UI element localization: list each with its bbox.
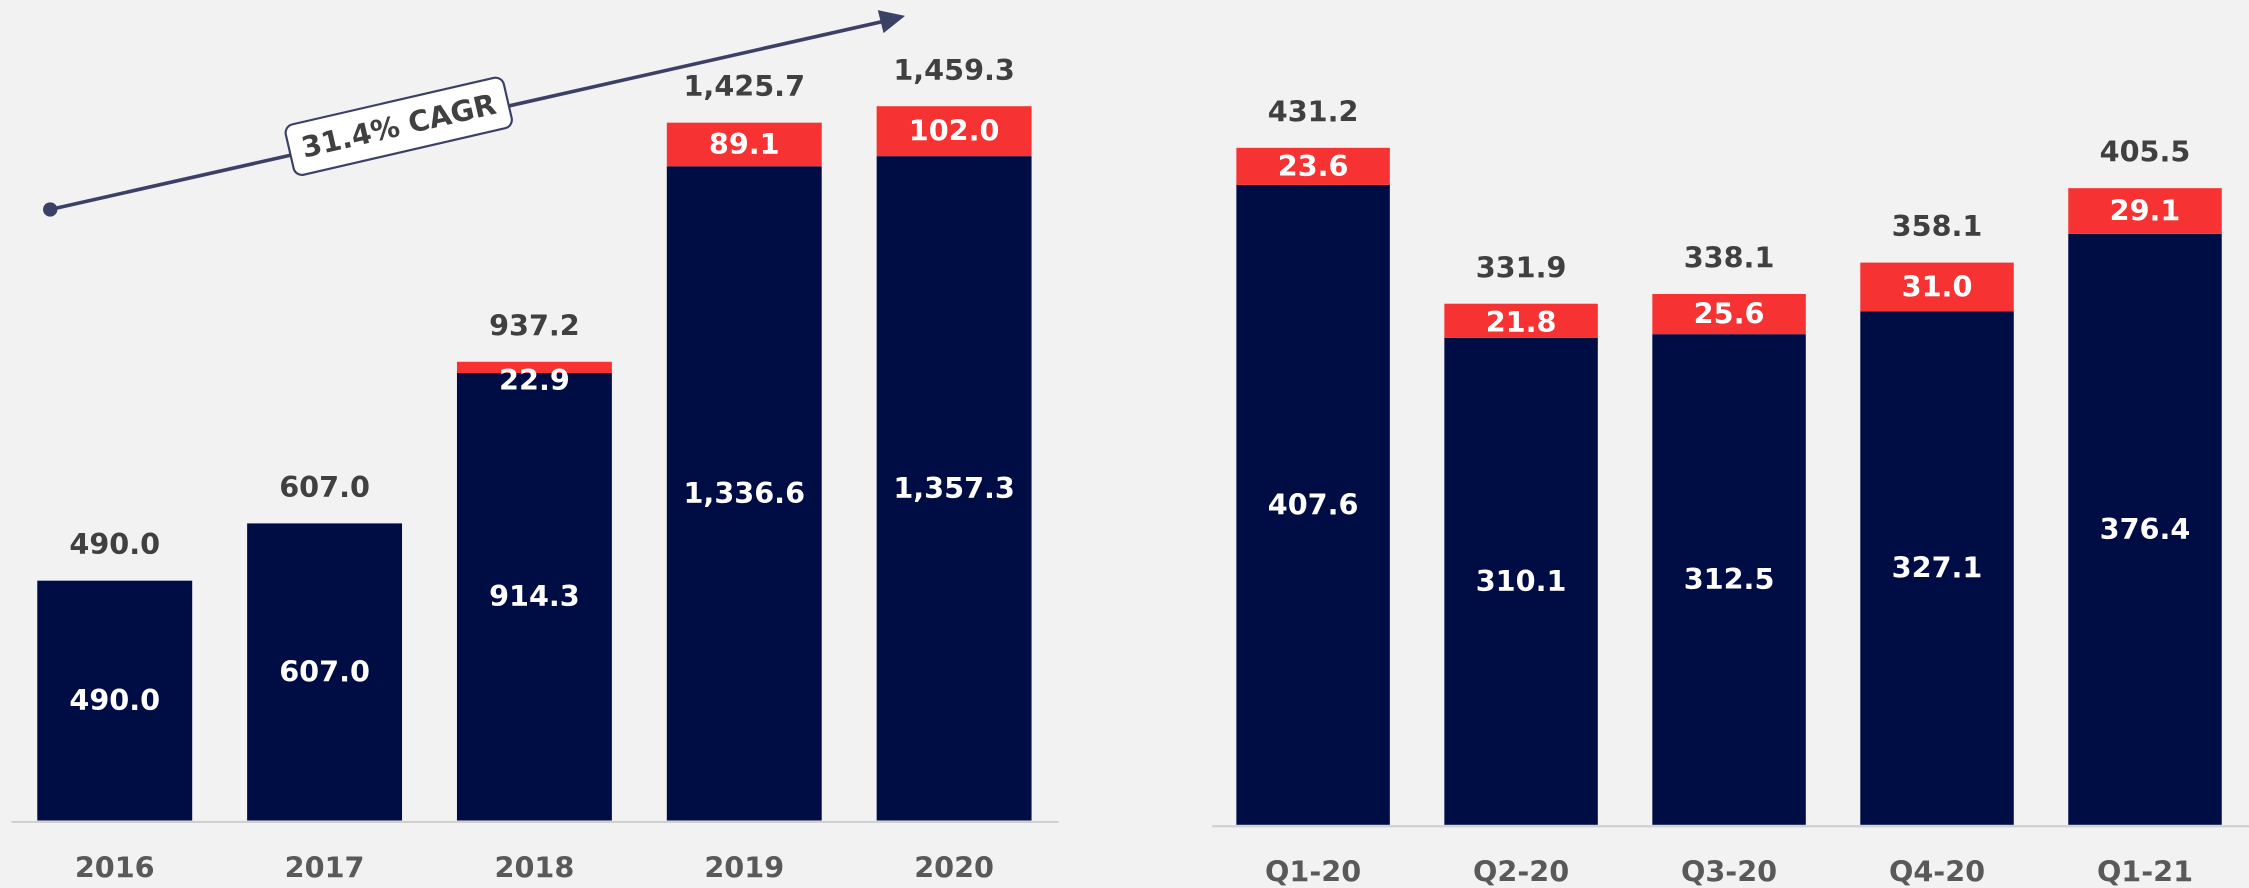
x-tick-label: 2018 [495,850,575,884]
bar-segment [1652,293,1806,335]
value-label: 407.6 [1268,487,1359,521]
bar-segment [876,156,1032,821]
x-tick-label: Q1-21 [2097,855,2193,888]
total-label: 1,425.7 [683,69,805,103]
bar-segment [456,372,612,821]
bar-segment [247,523,403,821]
bar-segment [37,580,193,821]
total-label: 937.2 [489,308,580,342]
x-tick-label: Q4-20 [1889,855,1985,888]
x-tick-label: Q1-20 [1265,855,1361,888]
value-label: 310.1 [1476,564,1567,598]
value-label: 89.1 [709,127,780,161]
value-label: 914.3 [489,579,580,613]
value-label: 31.0 [1902,269,1973,303]
bar-segment [1444,303,1598,338]
bar-segment [876,106,1032,157]
total-label: 490.0 [69,527,160,561]
value-label: 312.5 [1684,562,1775,596]
x-tick-label: 2016 [75,850,155,884]
bar-segment [1236,147,1390,185]
total-label: 331.9 [1476,250,1567,284]
value-label: 29.1 [2110,193,2181,227]
bar-segment [666,166,822,821]
value-label: 23.6 [1278,149,1349,183]
bar-segment [2068,188,2222,234]
bar-segment [1236,184,1390,825]
x-tick-label: 2019 [704,850,784,884]
value-label: 22.9 [499,363,570,397]
bar-segment [1860,262,2014,312]
x-tick-label: 2020 [914,850,994,884]
total-label: 431.2 [1268,94,1359,128]
value-label: 21.8 [1486,305,1557,339]
total-label: 1,459.3 [893,53,1015,87]
value-label: 607.0 [279,654,370,688]
total-label: 607.0 [279,470,370,504]
bar-segment [1444,337,1598,825]
total-label: 358.1 [1892,209,1983,243]
total-label: 405.5 [2100,135,2191,169]
value-label: 1,357.3 [893,471,1015,505]
value-label: 376.4 [2100,512,2191,546]
x-tick-label: Q2-20 [1473,855,1569,888]
value-label: 490.0 [69,683,160,717]
total-label: 338.1 [1684,241,1775,275]
value-label: 25.6 [1694,297,1765,331]
bar-segment [456,361,612,373]
value-label: 102.0 [909,114,1000,148]
bar-segment [1860,311,2014,825]
bar-segment [666,122,822,167]
x-tick-label: Q3-20 [1681,855,1777,888]
x-tick-label: 2017 [285,850,365,884]
bar-segment [1652,334,1806,825]
bar-segment [2068,233,2222,825]
value-label: 327.1 [1892,550,1983,584]
value-label: 1,336.6 [683,476,805,510]
